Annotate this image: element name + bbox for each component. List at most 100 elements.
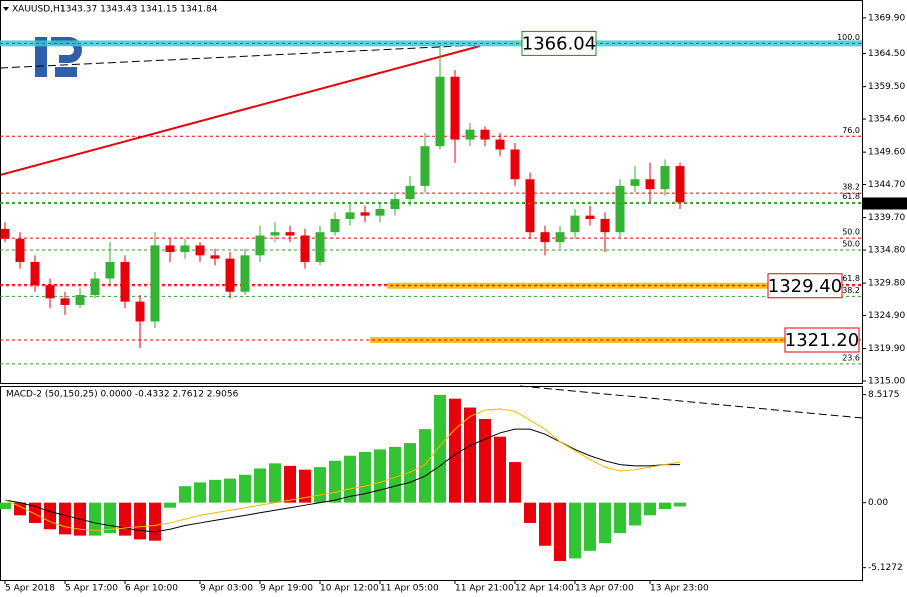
candle-body: [240, 255, 250, 292]
histogram-bar: [104, 502, 116, 534]
x-tick-label: 9 Apr 19:00: [260, 584, 313, 594]
histogram-bar: [599, 502, 611, 544]
fib-label: 38.2: [842, 183, 860, 192]
price-box: [784, 327, 860, 353]
histogram-bar: [239, 474, 251, 503]
trend-line: [519, 385, 863, 419]
histogram-bar: [584, 502, 596, 551]
histogram-bar: [134, 502, 146, 540]
candle-body: [360, 212, 370, 216]
candle-body: [405, 185, 415, 200]
candle-body: [180, 245, 190, 253]
candle-body: [225, 258, 235, 292]
fib-label: 50.0: [842, 240, 860, 249]
candle-body: [0, 228, 10, 239]
current-price-box: [862, 197, 907, 210]
histogram-bar: [419, 429, 431, 503]
fib-label: 50.0: [842, 228, 860, 237]
histogram-bar: [614, 502, 626, 534]
y-tick-label: 8.5175: [868, 390, 900, 400]
y-tick-label: -5.1272: [868, 563, 903, 573]
price-band: [0, 40, 862, 47]
ohlc: 1343.37 1343.43 1341.15 1341.84: [60, 5, 218, 15]
candle-body: [480, 129, 490, 140]
price-box: [767, 273, 843, 299]
x-tick-label: 11 Apr 21:00: [455, 584, 514, 594]
price-label: 1329.40: [768, 276, 842, 297]
candle-body: [510, 149, 520, 180]
price-box: [521, 30, 597, 56]
histogram-bar: [329, 460, 341, 503]
candle-body: [375, 209, 385, 216]
candle-body: [570, 215, 580, 233]
x-tick-label: 11 Apr 05:00: [380, 584, 439, 594]
histogram-bar: [44, 502, 56, 530]
candle-body: [540, 232, 550, 243]
y-tick-label: 1364.50: [868, 49, 905, 59]
histogram-bar: [284, 465, 296, 503]
indicator-title: MACD-2 (50,150,25) 0.0000 -0.4332 2.7612…: [6, 390, 239, 400]
histogram-bar: [89, 502, 101, 536]
fib-label: 23.6: [842, 353, 860, 362]
histogram-bar: [374, 449, 386, 503]
y-tick-label: 1334.80: [868, 246, 905, 256]
candle-body: [675, 166, 685, 203]
x-tick-label: 6 Apr 10:00: [125, 584, 178, 594]
candle-body: [330, 218, 340, 233]
candle-body: [270, 232, 280, 236]
histogram-bar: [434, 394, 446, 503]
candle-body: [120, 261, 130, 302]
candle-body: [165, 245, 175, 253]
histogram-bar: [629, 502, 641, 526]
x-tick-label: 13 Apr 23:00: [650, 584, 709, 594]
fib-label: 61.8: [842, 192, 860, 201]
price-label: 1366.04: [522, 33, 596, 54]
histogram-bar: [674, 502, 686, 507]
y-tick-label: 0.00: [868, 498, 888, 508]
fib-label: 38.2: [842, 286, 860, 295]
candle-body: [150, 245, 160, 322]
current-price-label: 1341.84: [866, 199, 903, 209]
candle-body: [390, 199, 400, 210]
candle-body: [105, 261, 115, 279]
x-tick-label: 9 Apr 03:00: [200, 584, 253, 594]
histogram-bar: [464, 407, 476, 503]
histogram-bar: [389, 446, 401, 503]
histogram-bar: [209, 479, 221, 503]
histogram-bar: [659, 502, 671, 509]
candle-body: [450, 76, 460, 140]
candle-body: [525, 179, 535, 233]
candle-body: [465, 129, 475, 140]
candle-body: [285, 232, 295, 236]
histogram-bar: [539, 502, 551, 546]
histogram-bar: [59, 502, 71, 535]
y-tick-label: 1329.80: [868, 279, 905, 289]
y-tick-label: 1339.70: [868, 213, 905, 223]
histogram-bar: [14, 502, 26, 516]
histogram-bar: [164, 502, 176, 508]
candle-body: [90, 278, 100, 296]
histogram-bar: [194, 482, 206, 503]
x-tick-label: 12 Apr 14:00: [515, 584, 574, 594]
histogram-bar: [359, 451, 371, 503]
histogram-bar: [149, 502, 161, 541]
histogram-bar: [404, 443, 416, 503]
histogram-bar: [299, 469, 311, 503]
y-tick-label: 1354.60: [868, 115, 905, 125]
signal-line: [4, 408, 681, 532]
histogram-bar: [554, 502, 566, 561]
candle-body: [555, 232, 565, 243]
pane-frame: [0, 386, 863, 581]
candle-body: [660, 166, 670, 190]
y-tick-label: 1369.90: [868, 13, 905, 23]
histogram-bar: [179, 486, 191, 503]
histogram-bar: [269, 463, 281, 503]
fib-label: 76.0: [842, 126, 860, 135]
y-tick-label: 1315.00: [868, 377, 905, 387]
symbol: XAUUSD,H1: [12, 5, 66, 15]
histogram-bar: [0, 502, 11, 509]
fib-label: 100.0: [837, 33, 860, 42]
menu-arrow: [3, 7, 9, 11]
histogram-bar: [119, 502, 131, 536]
